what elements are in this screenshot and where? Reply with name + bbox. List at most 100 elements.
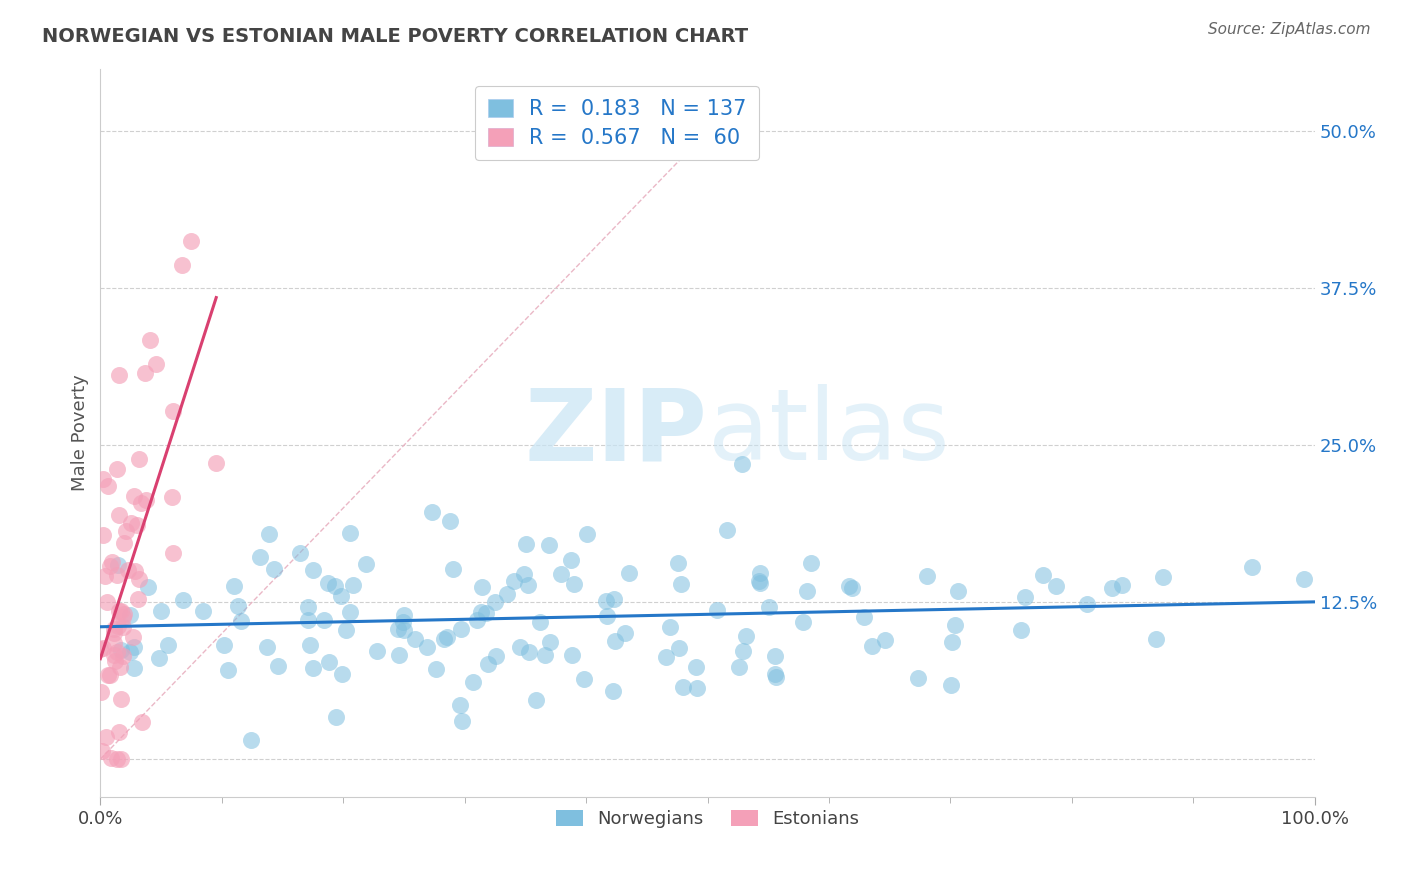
Point (484, 648, 506, 663)
Point (104, 654, 127, 668)
Point (342, 578, 364, 592)
Point (105, 645, 128, 659)
Point (537, 538, 560, 552)
Point (145, 357, 167, 371)
Point (733, 644, 755, 658)
Point (97, 667, 120, 681)
Point (101, 555, 124, 569)
Point (156, 638, 179, 652)
Point (112, 535, 135, 549)
Point (105, 461, 128, 475)
Point (212, 638, 235, 652)
Point (110, 643, 132, 657)
Point (107, 619, 129, 633)
Point (122, 489, 145, 503)
Point (91, 472, 114, 486)
Point (122, 630, 145, 644)
Point (259, 527, 281, 541)
Text: Source: ZipAtlas.com: Source: ZipAtlas.com (1208, 22, 1371, 37)
Point (800, 556, 823, 570)
Point (125, 518, 148, 533)
Point (792, 615, 814, 629)
Point (749, 575, 772, 590)
Point (404, 632, 426, 646)
Point (1076, 597, 1098, 611)
Point (117, 563, 139, 577)
Point (915, 569, 938, 583)
Point (595, 594, 617, 608)
Point (89, 642, 111, 657)
Text: NORWEGIAN VS ESTONIAN MALE POVERTY CORRELATION CHART: NORWEGIAN VS ESTONIAN MALE POVERTY CORRE… (42, 27, 748, 45)
Point (136, 580, 159, 594)
Point (131, 495, 153, 509)
Point (354, 558, 377, 572)
Point (463, 675, 485, 690)
Point (575, 527, 598, 541)
Point (748, 574, 770, 588)
Point (120, 516, 142, 530)
Point (103, 636, 125, 650)
Point (229, 615, 252, 629)
Point (120, 608, 142, 623)
Point (335, 624, 357, 638)
Text: ZIP: ZIP (524, 384, 707, 481)
Point (339, 526, 361, 541)
Point (107, 604, 129, 618)
Point (325, 710, 347, 724)
Point (302, 661, 325, 675)
Point (1144, 632, 1167, 646)
Point (96, 730, 118, 744)
Point (668, 640, 690, 655)
Point (748, 566, 770, 580)
Point (170, 258, 193, 272)
Point (97, 479, 120, 493)
Point (391, 615, 413, 629)
Point (263, 562, 285, 576)
Point (114, 607, 136, 622)
Point (226, 599, 249, 614)
Point (524, 693, 547, 707)
Point (1152, 570, 1174, 584)
Point (686, 681, 709, 695)
Point (180, 234, 202, 248)
Point (91, 640, 114, 655)
Point (602, 684, 624, 698)
Point (538, 635, 561, 649)
Point (441, 562, 464, 576)
Point (945, 617, 967, 632)
Point (297, 613, 319, 627)
Point (128, 451, 150, 466)
Point (941, 635, 963, 649)
Point (763, 649, 786, 664)
Point (574, 673, 596, 687)
Point (110, 752, 132, 766)
Point (290, 546, 312, 560)
Point (560, 648, 582, 662)
Point (471, 580, 494, 594)
Legend: Norwegians, Estonians: Norwegians, Estonians (548, 803, 866, 835)
Point (550, 566, 572, 581)
Point (392, 623, 415, 637)
Point (470, 606, 492, 620)
Point (115, 524, 138, 538)
Point (108, 508, 131, 522)
Point (1294, 572, 1316, 586)
Point (148, 651, 170, 665)
Point (127, 592, 149, 607)
Point (111, 620, 134, 634)
Point (139, 333, 162, 347)
Point (1240, 560, 1263, 574)
Point (875, 632, 897, 647)
Point (124, 661, 146, 675)
Point (98, 668, 121, 682)
Point (706, 603, 728, 617)
Point (330, 667, 353, 681)
Point (111, 610, 134, 624)
Point (422, 505, 444, 519)
Point (534, 648, 557, 663)
Point (108, 660, 131, 674)
Point (666, 557, 689, 571)
Point (96, 594, 118, 608)
Point (1032, 568, 1054, 582)
Point (605, 634, 627, 648)
